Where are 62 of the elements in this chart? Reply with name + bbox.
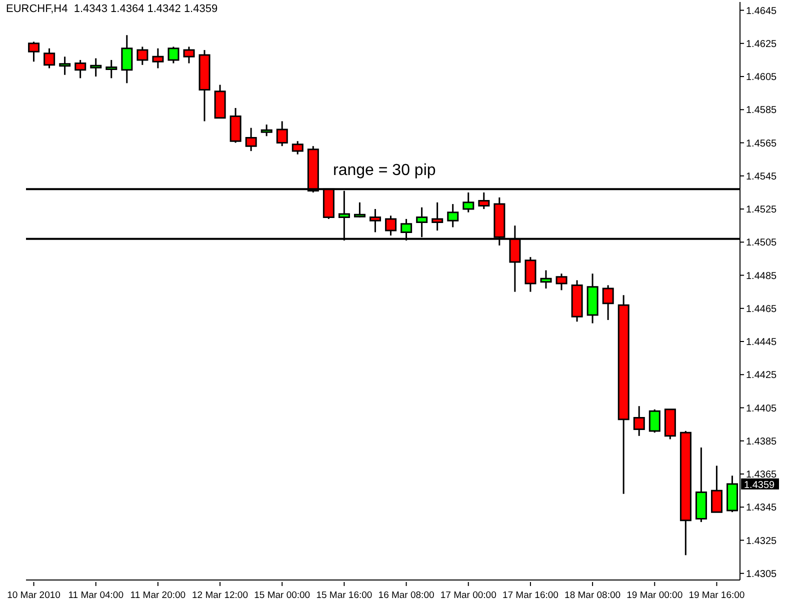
text: 1.4359 bbox=[744, 480, 776, 491]
y-tick-label: 1.4385 bbox=[746, 436, 778, 448]
x-tick-label: 19 Mar 16:00 bbox=[688, 590, 745, 600]
candlestick bbox=[276, 120, 288, 147]
y-tick-label: 1.4505 bbox=[746, 238, 778, 249]
y-tick-label: 1.4425 bbox=[746, 370, 778, 382]
candlestick bbox=[90, 58, 102, 78]
candlestick bbox=[121, 34, 133, 84]
candlestick bbox=[447, 203, 459, 228]
x-tick-label: 12 Mar 12:00 bbox=[192, 590, 248, 600]
y-tick-label: 1.4405 bbox=[746, 403, 778, 414]
candlestick bbox=[74, 59, 86, 79]
y-tick-label: 1.4465 bbox=[746, 304, 778, 315]
candlestick bbox=[183, 46, 195, 64]
x-tick-label: 15 Mar 00:00 bbox=[254, 590, 310, 600]
candlestick bbox=[432, 202, 444, 232]
x-tick-label: 19 Mar 00:00 bbox=[626, 590, 683, 600]
x-tick-label: 10 Mar 2010 bbox=[7, 590, 60, 600]
candlestick bbox=[478, 192, 490, 210]
y-tick-label: 1.4325 bbox=[746, 536, 778, 547]
candlestick bbox=[28, 41, 40, 62]
y-tick-label: 1.4545 bbox=[746, 171, 778, 182]
candlestick bbox=[152, 48, 164, 69]
y-tick-label: 1.4585 bbox=[746, 105, 778, 116]
y-tick-label: 1.4605 bbox=[746, 72, 778, 84]
y-tick-label: 1.4485 bbox=[746, 270, 778, 282]
x-tick-label: 15 Mar 16:00 bbox=[316, 590, 372, 600]
candlestick bbox=[462, 192, 474, 214]
y-tick-label: 1.4625 bbox=[746, 38, 778, 50]
annotation: range = 30 pip bbox=[333, 162, 436, 180]
candlestick bbox=[524, 256, 536, 293]
y-tick-label: 1.4345 bbox=[746, 502, 778, 514]
y-tick-label: 1.4305 bbox=[746, 568, 778, 580]
y-tick-label: 1.4565 bbox=[746, 138, 778, 150]
x-tick-label: 11 Mar 04:00 bbox=[68, 590, 124, 600]
candlestick bbox=[633, 405, 645, 437]
candlestick bbox=[540, 270, 552, 290]
x-tick-label: 17 Mar 16:00 bbox=[502, 590, 558, 600]
x-tick-label: 17 Mar 00:00 bbox=[440, 590, 496, 600]
candlestick bbox=[106, 59, 118, 79]
x-tick-label: 16 Mar 08:00 bbox=[378, 590, 434, 600]
x-tick-label: 18 Mar 08:00 bbox=[564, 590, 621, 600]
candlestick bbox=[648, 408, 660, 434]
candlestick bbox=[245, 127, 257, 152]
candlestick bbox=[59, 56, 71, 76]
candlestick bbox=[168, 46, 180, 64]
candlestick bbox=[370, 208, 382, 233]
candlestick bbox=[711, 464, 722, 513]
candlestick bbox=[136, 46, 148, 66]
candlestick bbox=[44, 48, 56, 69]
chart-title: EURCHF,H4 1.4343 1.4364 1.4342 1.4359 bbox=[6, 3, 218, 15]
candlestick bbox=[292, 140, 304, 156]
candlestick bbox=[602, 284, 614, 321]
y-tick-label: 1.4445 bbox=[746, 337, 778, 348]
x-tick-label: 11 Mar 20:00 bbox=[130, 590, 186, 600]
y-tick-label: 1.4365 bbox=[746, 470, 778, 481]
candlestick bbox=[260, 124, 272, 137]
y-tick-label: 1.4525 bbox=[746, 204, 778, 216]
y-tick-label: 1.4645 bbox=[746, 6, 778, 17]
candlestick bbox=[354, 202, 366, 218]
candlestick bbox=[556, 272, 568, 291]
candlestick bbox=[385, 214, 397, 236]
